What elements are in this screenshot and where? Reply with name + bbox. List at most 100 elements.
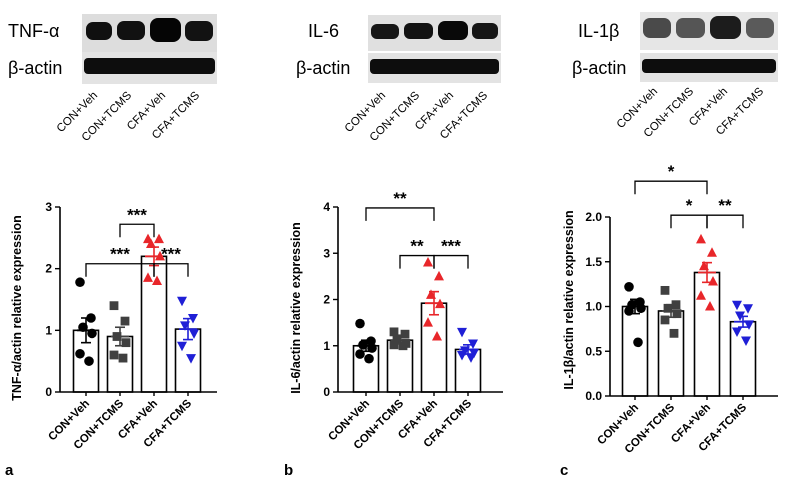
data-point — [121, 338, 131, 348]
panel-b-control-blot — [368, 53, 501, 83]
y-tick-label: 2.0 — [585, 210, 602, 224]
data-point — [186, 354, 196, 364]
data-point — [400, 329, 410, 339]
data-point — [152, 275, 162, 285]
y-tick-label: 3 — [323, 246, 330, 260]
data-point — [707, 247, 717, 257]
panel-c-bar-chart: 0.00.51.01.52.0CON+VehCON+TCMSCFA+VehCFA… — [585, 162, 778, 456]
data-point — [109, 350, 119, 360]
panel-b-control-blot-label: β-actin — [296, 58, 350, 78]
data-point — [392, 334, 402, 344]
data-point — [389, 340, 399, 350]
significance-label: ** — [393, 189, 407, 208]
data-point — [669, 328, 679, 338]
y-tick-label: 0 — [45, 385, 52, 399]
y-tick-label: 1.5 — [585, 255, 602, 269]
data-point — [732, 300, 742, 311]
data-point — [109, 301, 119, 311]
data-point — [696, 290, 706, 300]
significance-bracket — [634, 180, 708, 195]
data-point — [466, 353, 476, 363]
panel-a-control-blot-label: β-actin — [8, 58, 62, 78]
data-point — [75, 348, 85, 359]
y-tick-label: 1 — [45, 323, 52, 337]
y-tick-label: 4 — [323, 200, 330, 214]
data-point — [660, 315, 670, 325]
y-tick-label: 0.5 — [585, 344, 602, 358]
data-point — [705, 301, 715, 311]
panel-c-letter: c — [560, 462, 568, 479]
data-point — [744, 320, 754, 330]
data-point — [143, 272, 153, 282]
panel-c-y-axis-label: IL-1β/actin relative expression — [562, 210, 576, 389]
data-point — [696, 233, 706, 244]
data-point — [741, 336, 751, 347]
data-point — [177, 341, 187, 352]
significance-bracket — [153, 263, 189, 277]
data-point — [432, 331, 442, 341]
significance-label: *** — [161, 245, 181, 264]
data-point — [118, 353, 128, 363]
significance-label: * — [686, 196, 693, 215]
significance-label: *** — [441, 237, 461, 256]
data-point — [389, 327, 399, 337]
significance-bracket — [365, 207, 435, 221]
data-point — [663, 303, 673, 313]
data-point — [120, 316, 130, 326]
bar-cfa-veh — [693, 271, 721, 397]
data-point — [75, 277, 85, 288]
panel-a-y-axis-label: TNF-α/actin relative expression — [10, 215, 24, 401]
data-point — [624, 282, 634, 292]
y-tick-label: 2 — [45, 262, 52, 276]
y-tick-label: 2 — [323, 293, 330, 307]
panel-b-letter: b — [284, 462, 293, 479]
panel-a-control-blot — [82, 52, 217, 84]
panel-a: TNF-α β-actin CON+Veh CON+TCMS CFA+Veh C… — [5, 14, 217, 479]
panel-c-control-blot — [640, 53, 778, 82]
significance-bracket — [119, 223, 155, 238]
y-tick-label: 0 — [323, 385, 330, 399]
panel-c-target-blot-label: IL-1β — [578, 21, 619, 41]
data-point — [660, 285, 670, 295]
y-tick-label: 0.0 — [585, 389, 602, 403]
data-point — [423, 257, 433, 267]
data-point — [423, 317, 433, 327]
bar-cfa-tcms — [729, 320, 757, 397]
panel-a-target-blot-label: TNF-α — [8, 21, 59, 41]
significance-label: ** — [718, 196, 732, 215]
data-point — [154, 233, 164, 244]
data-point — [743, 304, 753, 314]
significance-label: ** — [410, 237, 424, 256]
bar-cfa-veh — [420, 302, 448, 393]
significance-label: * — [668, 162, 675, 181]
panel-c-lane-labels: CON+Veh CON+TCMS CFA+Veh CFA+TCMS — [615, 85, 767, 140]
y-tick-label: 3 — [45, 200, 52, 214]
data-point — [457, 327, 467, 338]
panel-a-target-blot — [82, 14, 217, 54]
data-point — [189, 329, 199, 339]
data-point — [732, 327, 742, 338]
data-point — [355, 318, 365, 329]
data-point — [636, 303, 646, 314]
data-point — [672, 309, 682, 319]
panel-a-lane-labels: CON+Veh CON+TCMS CFA+Veh CFA+TCMS — [55, 89, 203, 144]
panel-c-target-blot — [640, 12, 778, 50]
panel-c: IL-1β β-actin CON+Veh CON+TCMS CFA+Veh C… — [560, 12, 778, 479]
data-point — [434, 270, 444, 281]
data-point — [146, 238, 156, 248]
data-point — [398, 341, 408, 351]
panel-b: IL-6 β-actin CON+Veh CON+TCMS CFA+Veh CF… — [284, 15, 503, 479]
data-point — [177, 296, 187, 307]
y-tick-label: 1.0 — [585, 300, 602, 314]
significance-bracket — [706, 214, 744, 229]
bar-con-veh — [621, 305, 649, 397]
panel-b-target-blot-label: IL-6 — [308, 21, 339, 41]
significance-label: *** — [127, 205, 147, 224]
panel-b-y-axis-label: IL-6/actin relative expression — [289, 222, 303, 394]
panel-a-bar-chart: 0123CON+VehCON+TCMSCFA+VehCFA+TCMS******… — [45, 200, 217, 452]
panel-a-letter: a — [5, 462, 14, 479]
panel-c-control-blot-label: β-actin — [572, 58, 626, 78]
significance-label: *** — [110, 245, 130, 264]
significance-bracket — [433, 254, 469, 269]
